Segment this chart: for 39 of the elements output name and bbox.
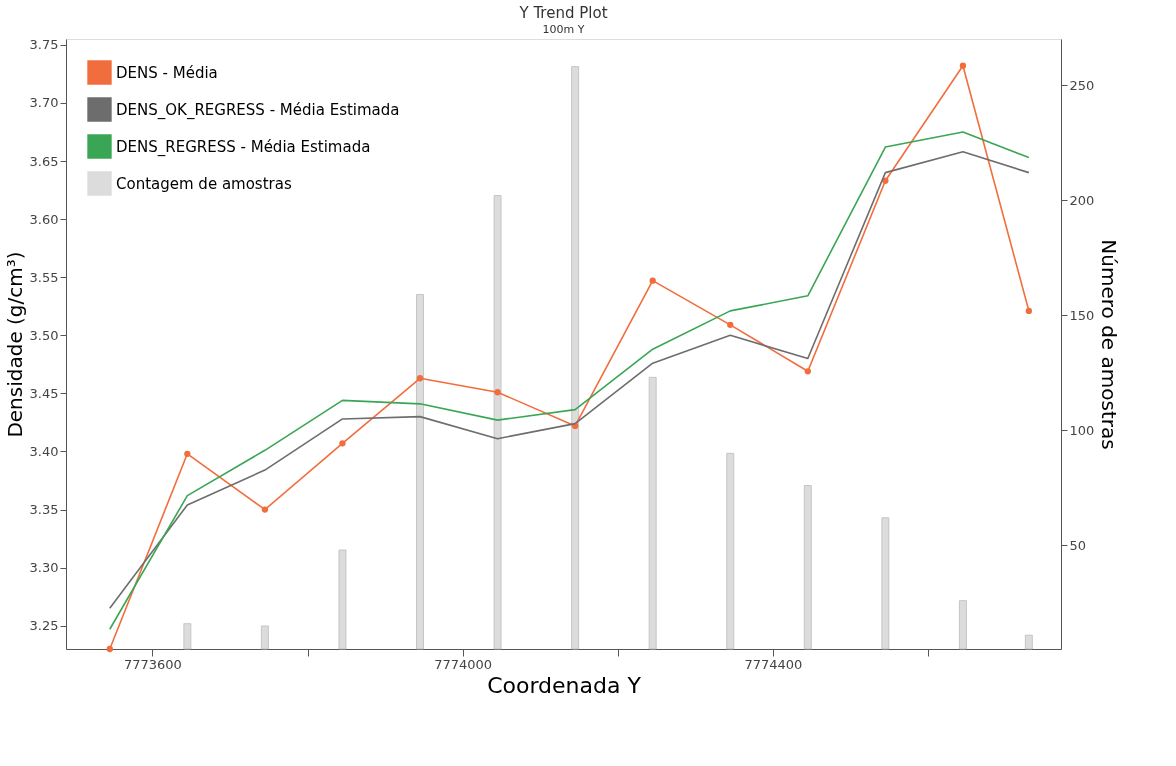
point	[184, 450, 191, 457]
y-tick-label: 3.70	[29, 95, 59, 111]
point	[106, 645, 113, 653]
point	[261, 506, 269, 513]
legend-label: DENS_REGRESS - Média Estimada	[116, 137, 371, 157]
y2-tick-label: 250	[1069, 77, 1095, 93]
chart-subtitle: 100m Y	[542, 22, 585, 36]
point	[416, 375, 424, 382]
y-tick-label: 3.65	[29, 153, 59, 169]
y2-tick-label: 150	[1069, 307, 1095, 323]
y-tick-label: 3.40	[29, 443, 59, 459]
point	[1025, 307, 1033, 315]
legend-label: DENS_OK_REGRESS - Média Estimada	[116, 100, 400, 120]
y-tick-label: 3.25	[29, 618, 59, 634]
point	[649, 277, 656, 284]
x-axis-title: Coordenada Y	[487, 672, 642, 698]
point	[339, 440, 346, 447]
point	[727, 321, 734, 328]
chart-title: Y Trend Plot	[518, 3, 608, 22]
legend-label: Contagem de amostras	[116, 174, 292, 193]
y2-tick-label: 50	[1069, 537, 1087, 553]
point	[959, 62, 967, 69]
y-tick-label: 3.35	[29, 502, 59, 518]
y-tick-label: 3.45	[29, 385, 59, 401]
y-tick-label: 3.50	[29, 327, 59, 343]
x-tick-label: 7774400	[744, 656, 803, 672]
point	[494, 389, 501, 396]
y2-tick-label: 100	[1069, 422, 1095, 438]
y-tick-label: 3.60	[29, 211, 59, 227]
x-tick-label: 7773600	[123, 656, 182, 672]
y-tick-label: 3.55	[29, 269, 59, 285]
y-tick-label: 3.75	[29, 37, 59, 53]
y-axis-title: Densidade (g/cm³)	[2, 251, 27, 438]
legend-label: DENS - Média	[116, 63, 218, 82]
x-tick-label: 7774000	[434, 656, 493, 672]
point	[804, 368, 811, 375]
y-tick-label: 3.30	[29, 560, 59, 576]
y2-axis-title: Número de amostras	[1097, 239, 1122, 450]
y2-tick-label: 200	[1069, 192, 1095, 208]
